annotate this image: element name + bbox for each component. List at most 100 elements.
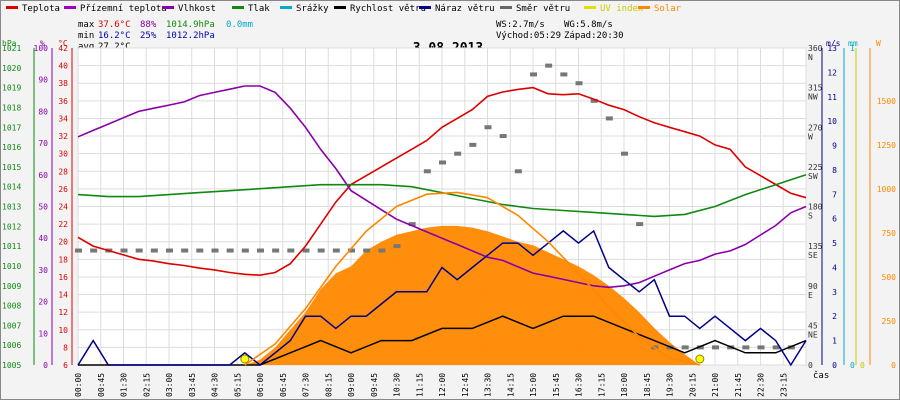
solar-axis-tick-1: 1250 <box>877 141 896 150</box>
legend-label-3: Tlak <box>248 4 270 14</box>
legend-swatch-7 <box>500 6 512 9</box>
x-tick-23: 17:15 <box>597 373 606 397</box>
humidity-axis-tick-5: 50 <box>38 203 48 212</box>
wind-unit: m/s <box>826 39 841 48</box>
dir-axis-dir-3: SW <box>808 172 818 181</box>
dir-axis-dir-5: SE <box>808 251 818 260</box>
direction-point <box>150 248 158 253</box>
direction-point <box>514 169 522 174</box>
x-tick-25: 18:45 <box>643 373 652 397</box>
humidity-axis-tick-1: 90 <box>38 76 48 85</box>
dir-axis-tick-7: 45 <box>808 321 818 330</box>
series-solar-area <box>244 225 700 365</box>
x-tick-6: 04:30 <box>211 373 220 397</box>
x-tick-22: 16:30 <box>575 373 584 397</box>
wind-axis-tick-6: 7 <box>832 190 837 199</box>
x-tick-15: 11:15 <box>415 373 424 397</box>
direction-point <box>423 169 431 174</box>
direction-point <box>181 248 189 253</box>
direction-point <box>393 244 401 249</box>
stat-max-temp: 37.6°C <box>98 20 131 30</box>
humidity-axis-tick-7: 30 <box>38 266 48 275</box>
direction-point <box>363 248 371 253</box>
direction-point <box>681 345 689 350</box>
dir-axis-dir-6: E <box>808 291 813 300</box>
x-tick-2: 01:30 <box>120 373 129 397</box>
direction-point <box>454 151 462 156</box>
x-tick-27: 20:15 <box>688 373 697 397</box>
stats-panel: max 37.6°C 88% 1014.9hPa 0.0mm min 16.2°… <box>78 20 253 52</box>
x-tick-26: 19:30 <box>666 373 675 397</box>
wind-axis-tick-10: 3 <box>832 288 837 297</box>
direction-point <box>575 81 583 86</box>
direction-point <box>317 248 325 253</box>
stat-min-hum: 25% <box>140 31 157 41</box>
dir-axis-tick-2: 270 <box>808 123 823 132</box>
x-tick-7: 05:15 <box>233 373 242 397</box>
pressure-axis-tick-3: 1018 <box>2 103 21 112</box>
wind-axis-tick-1: 12 <box>827 68 837 77</box>
temp-axis-tick-13: 16 <box>58 273 68 282</box>
temp-axis-tick-9: 24 <box>58 203 68 212</box>
x-tick-19: 14:15 <box>506 373 515 397</box>
temp-axis-tick-15: 12 <box>58 308 68 317</box>
direction-point <box>605 116 613 121</box>
wind-axis-tick-9: 4 <box>832 263 837 272</box>
x-tick-3: 02:15 <box>142 373 151 397</box>
temp-axis-tick-18: 6 <box>63 361 68 370</box>
temp-axis-tick-7: 28 <box>58 167 68 176</box>
legend-swatch-1 <box>64 6 76 9</box>
x-tick-8: 06:00 <box>256 373 265 397</box>
direction-point <box>484 125 492 130</box>
temp-axis-tick-2: 38 <box>58 79 68 88</box>
temp-axis-tick-8: 26 <box>58 185 68 194</box>
uv-marker-1 <box>695 354 705 364</box>
humidity-axis-tick-0: 100 <box>34 44 49 53</box>
direction-point <box>621 151 628 156</box>
legend-label-6: Náraz větru <box>435 4 495 14</box>
series-line-1 <box>77 85 807 289</box>
x-tick-1: 00:45 <box>97 373 106 397</box>
dir-axis-tick-8: 0 <box>808 361 813 370</box>
legend-swatch-3 <box>232 6 244 9</box>
legend-swatch-2 <box>162 6 174 9</box>
x-axis: 00:00 00:45 01:30 02:15 03:00 03:45 04:30 05:15… <box>74 373 788 397</box>
x-axis-label: čas <box>813 370 829 381</box>
pressure-axis-tick-15: 1006 <box>2 341 21 350</box>
solar-axis-tick-5: 250 <box>882 317 897 326</box>
uv-marker-0 <box>240 354 250 364</box>
direction-point <box>120 248 128 253</box>
x-tick-16: 12:00 <box>438 373 447 397</box>
axes: 1021102010191018101710161015101410131012… <box>2 39 896 370</box>
x-tick-4: 03:00 <box>165 373 174 397</box>
direction-point <box>272 248 280 253</box>
pressure-axis-tick-2: 1019 <box>2 84 21 93</box>
legend-label-4: Srážky <box>296 4 329 14</box>
x-tick-17: 12:45 <box>461 373 470 397</box>
x-tick-30: 22:30 <box>757 373 766 397</box>
humidity-axis-tick-4: 60 <box>38 171 48 180</box>
x-tick-11: 08:15 <box>324 373 333 397</box>
dir-axis-tick-3: 225 <box>808 163 823 172</box>
dir-axis-dir-1: NW <box>808 93 818 102</box>
direction-point <box>712 345 719 350</box>
direction-point <box>378 248 386 253</box>
pressure-axis-tick-13: 1008 <box>2 302 21 311</box>
direction-point <box>226 248 234 253</box>
solar-unit: W <box>876 39 881 48</box>
pressure-axis-tick-11: 1010 <box>2 262 21 271</box>
legend-label-2: Vlhkost <box>178 4 216 14</box>
legend-swatch-8 <box>584 6 596 9</box>
pressure-axis-tick-5: 1016 <box>2 143 21 152</box>
x-tick-18: 13:30 <box>484 373 493 397</box>
temp-axis-tick-16: 10 <box>58 326 68 335</box>
legend-label-0: Teplota <box>22 4 60 14</box>
series-line-0 <box>77 86 807 277</box>
wind-axis-tick-13: 0 <box>832 361 837 370</box>
direction-point <box>257 248 264 253</box>
wind-axis-tick-11: 2 <box>832 312 837 321</box>
solar-axis-tick-4: 500 <box>882 273 897 282</box>
solar-axis-tick-6: 0 <box>891 361 896 370</box>
dir-axis-dir-0: N <box>808 53 813 62</box>
